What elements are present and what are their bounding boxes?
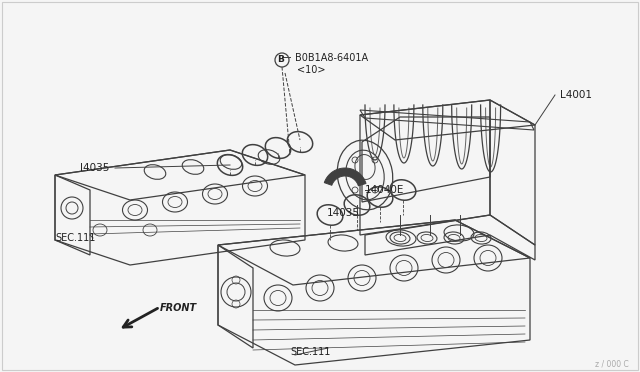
Text: <10>: <10> <box>297 65 326 75</box>
Text: 14035: 14035 <box>327 208 360 218</box>
Text: B0B1A8-6401A: B0B1A8-6401A <box>295 53 368 63</box>
Text: SEC.111: SEC.111 <box>290 347 330 357</box>
Text: z / 000 C: z / 000 C <box>595 359 628 369</box>
Text: B: B <box>278 55 284 64</box>
Text: l4035: l4035 <box>80 163 109 173</box>
Text: 14040E: 14040E <box>365 185 404 195</box>
Text: FRONT: FRONT <box>160 303 197 313</box>
Text: SEC.111: SEC.111 <box>55 233 95 243</box>
Text: L4001: L4001 <box>560 90 592 100</box>
Polygon shape <box>324 168 366 186</box>
